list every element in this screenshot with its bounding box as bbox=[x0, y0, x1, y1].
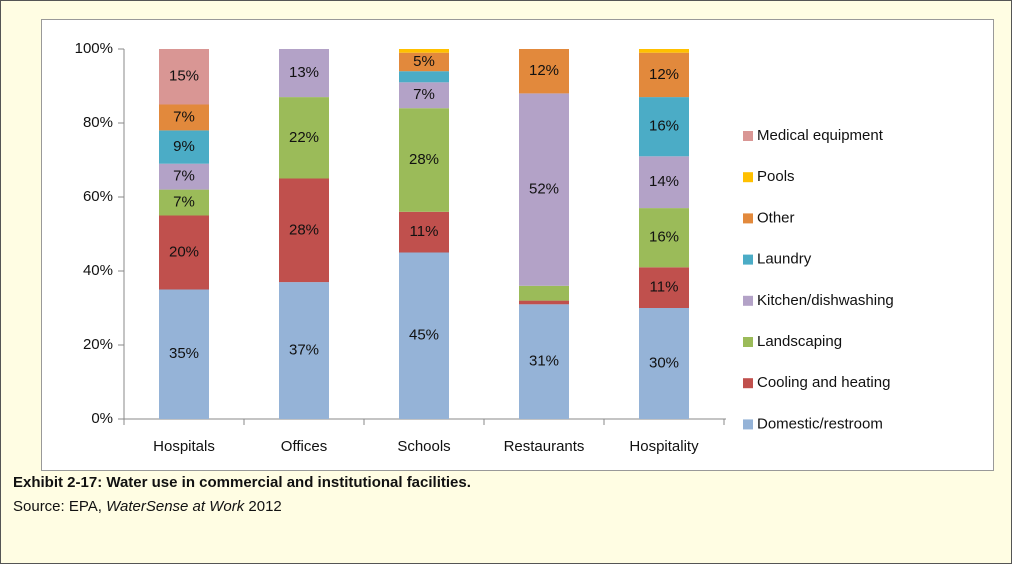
bar-segment bbox=[399, 108, 449, 212]
bar-segment bbox=[639, 208, 689, 268]
legend-label: Domestic/restroom bbox=[757, 415, 883, 432]
bar-segment bbox=[399, 82, 449, 109]
data-label: 28% bbox=[409, 151, 439, 168]
legend-label: Landscaping bbox=[757, 333, 842, 350]
legend-swatch bbox=[743, 254, 753, 265]
bar-segment bbox=[639, 97, 689, 157]
data-label: 7% bbox=[173, 194, 195, 211]
legend-label: Kitchen/dishwashing bbox=[757, 292, 894, 309]
bar-segment bbox=[159, 289, 209, 419]
data-label: 11% bbox=[650, 279, 679, 296]
bar-segment bbox=[399, 252, 449, 419]
data-label: 22% bbox=[289, 129, 319, 146]
data-label: 15% bbox=[169, 68, 199, 85]
bar-segment bbox=[279, 49, 329, 98]
y-tick-label: 60% bbox=[83, 188, 113, 205]
bar-segment bbox=[399, 211, 449, 253]
bar-segment bbox=[399, 49, 449, 53]
bar-segment bbox=[159, 104, 209, 131]
legend-label: Cooling and heating bbox=[757, 374, 890, 391]
bar-segment bbox=[519, 93, 569, 286]
data-label: 11% bbox=[410, 223, 439, 240]
bar-segment bbox=[399, 52, 449, 72]
legend-label: Pools bbox=[757, 168, 795, 185]
bar-segment bbox=[639, 267, 689, 308]
legend-label: Laundry bbox=[757, 251, 812, 268]
source-title: WaterSense at Work bbox=[106, 498, 245, 515]
data-label: 12% bbox=[529, 62, 559, 79]
data-label: 7% bbox=[173, 168, 195, 185]
legend-swatch bbox=[743, 378, 753, 389]
data-label: 16% bbox=[649, 118, 679, 135]
source-year: 2012 bbox=[248, 498, 282, 515]
data-label: 13% bbox=[289, 64, 319, 81]
source-prefix: Source: EPA, bbox=[13, 498, 102, 515]
bar-segment bbox=[639, 156, 689, 209]
data-label: 14% bbox=[649, 173, 679, 190]
bar-segment bbox=[519, 285, 569, 301]
bar-segment bbox=[399, 71, 449, 83]
data-label: 52% bbox=[529, 181, 559, 198]
bar-segment bbox=[639, 49, 689, 53]
legend-swatch bbox=[743, 213, 753, 224]
bar-segment bbox=[159, 130, 209, 164]
y-tick-label: 20% bbox=[83, 336, 113, 353]
data-label: 7% bbox=[413, 86, 435, 103]
bar-segment bbox=[519, 300, 569, 305]
bar-segment bbox=[279, 97, 329, 179]
caption: Exhibit 2-17: Water use in commercial an… bbox=[13, 471, 471, 519]
data-label: 16% bbox=[649, 229, 679, 246]
legend-swatch bbox=[743, 337, 753, 347]
x-tick-label: Offices bbox=[281, 438, 327, 455]
data-label: 45% bbox=[409, 327, 439, 344]
data-label: 31% bbox=[529, 353, 559, 370]
legend-swatch bbox=[743, 172, 753, 183]
bar-segment bbox=[519, 49, 569, 94]
x-tick-label: Restaurants bbox=[504, 438, 585, 455]
bar-segment bbox=[519, 304, 569, 419]
data-label: 28% bbox=[289, 221, 319, 238]
caption-title: Exhibit 2-17: Water use in commercial an… bbox=[13, 474, 471, 491]
y-tick-label: 40% bbox=[83, 262, 113, 279]
data-label: 5% bbox=[413, 53, 435, 70]
data-label: 30% bbox=[649, 354, 679, 371]
data-label: 37% bbox=[289, 342, 319, 359]
x-tick-label: Hospitals bbox=[153, 438, 215, 455]
bar-segment bbox=[639, 52, 689, 98]
legend-label: Medical equipment bbox=[757, 127, 884, 144]
data-label: 35% bbox=[169, 345, 199, 362]
bar-segment bbox=[279, 178, 329, 283]
legend-swatch bbox=[743, 131, 753, 141]
chart: 0% 20% 40% 60% 80% 100% Hospitals 35% 20% 7% 7% 9% 7… bbox=[41, 19, 994, 471]
x-tick-label: Schools bbox=[397, 438, 450, 455]
bar-segment bbox=[279, 282, 329, 419]
legend-label: Other bbox=[757, 209, 795, 226]
legend-swatch bbox=[743, 419, 753, 430]
data-label: 7% bbox=[173, 108, 195, 125]
bar-segment bbox=[159, 49, 209, 105]
data-label: 12% bbox=[649, 66, 679, 83]
bar-segment bbox=[159, 189, 209, 216]
legend-swatch bbox=[743, 295, 753, 306]
y-tick-label: 0% bbox=[91, 410, 113, 427]
y-tick-label: 80% bbox=[83, 114, 113, 131]
x-tick-label: Hospitality bbox=[629, 438, 699, 455]
caption-source: Source: EPA, WaterSense at Work 2012 bbox=[13, 495, 471, 519]
bar-segment bbox=[159, 163, 209, 190]
bar-segment bbox=[639, 308, 689, 419]
y-tick-label: 100% bbox=[75, 40, 113, 57]
bar-segment bbox=[159, 215, 209, 290]
data-label: 20% bbox=[169, 243, 199, 260]
data-label: 9% bbox=[173, 138, 195, 155]
